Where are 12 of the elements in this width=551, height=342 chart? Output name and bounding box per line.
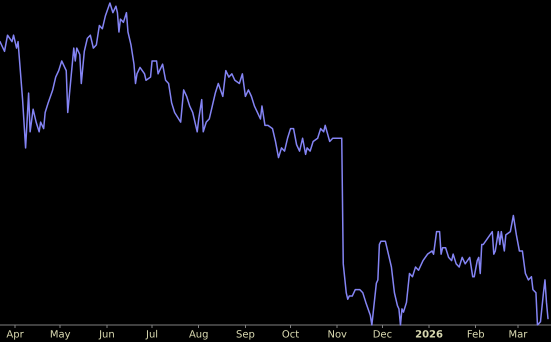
x-tick-label: May — [50, 330, 71, 341]
x-tick-label: Apr — [6, 330, 25, 341]
x-tick-label: Sep — [236, 330, 255, 341]
x-tick-label: Feb — [466, 330, 485, 341]
x-tick-label: Mar — [508, 330, 528, 341]
x-tick-label: Jun — [98, 330, 115, 341]
x-tick-label: 2026 — [415, 330, 444, 341]
x-tick-label: Jul — [145, 330, 158, 341]
x-tick-label: Aug — [188, 330, 208, 341]
x-tick-label: Dec — [372, 330, 392, 341]
x-tick-label: Oct — [282, 330, 300, 341]
x-tick-label: Nov — [327, 330, 348, 341]
